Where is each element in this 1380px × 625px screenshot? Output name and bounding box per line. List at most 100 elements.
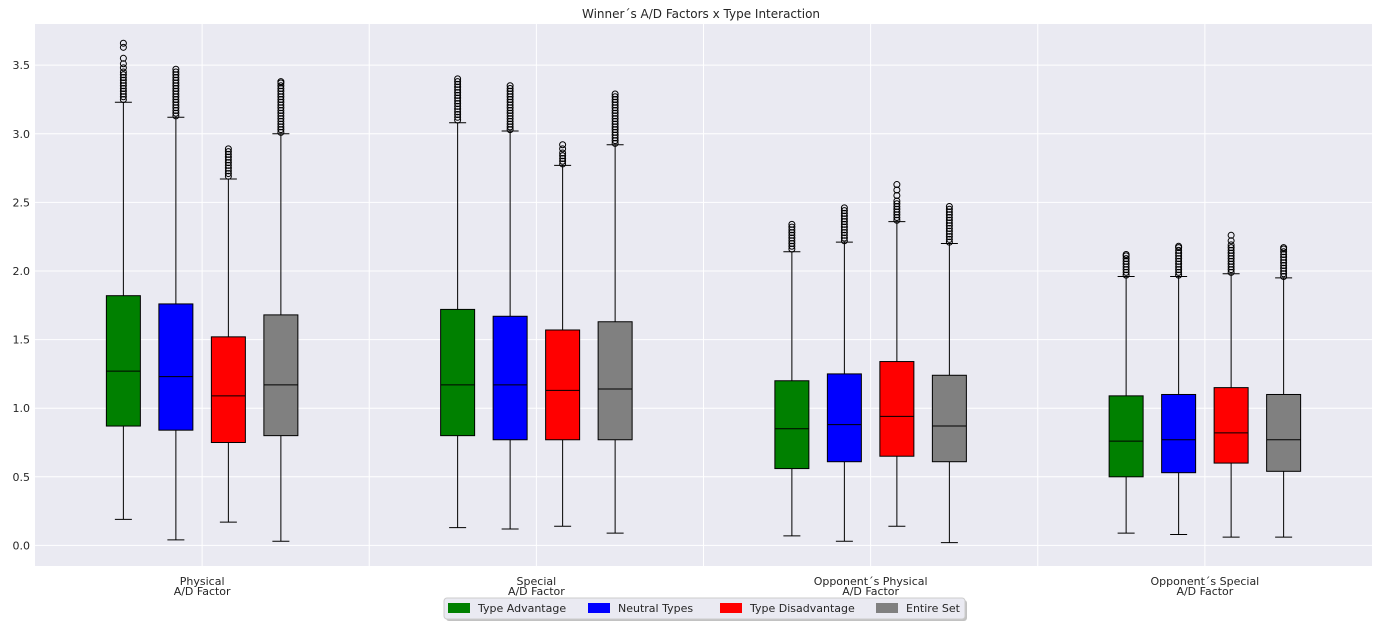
flier-point — [611, 131, 619, 139]
flier-point — [1280, 253, 1288, 261]
flier-point — [945, 224, 953, 232]
flier-point — [893, 213, 901, 221]
box — [879, 361, 915, 457]
flier-point — [119, 90, 127, 98]
box-group — [210, 145, 246, 523]
flier-point — [506, 123, 514, 131]
flier-point — [1227, 255, 1235, 263]
box — [492, 315, 528, 441]
flier-point — [945, 222, 953, 230]
flier-point — [224, 148, 232, 156]
flier-point — [119, 74, 127, 82]
flier-point — [1175, 246, 1183, 254]
box-group — [105, 39, 141, 520]
flier-point — [277, 93, 285, 101]
flier-point — [172, 106, 180, 114]
flier-point — [172, 82, 180, 90]
flier-point — [1227, 231, 1235, 239]
flier-point — [611, 101, 619, 109]
flier-point — [945, 216, 953, 224]
flier-point — [611, 93, 619, 101]
flier-point — [172, 109, 180, 117]
flier-point — [611, 139, 619, 147]
flier-point — [277, 117, 285, 125]
flier-point — [277, 106, 285, 114]
flier-point — [788, 220, 796, 228]
flier-point — [1227, 252, 1235, 260]
box-group — [1213, 231, 1249, 538]
box-group — [1161, 242, 1197, 535]
legend: Type Advantage Neutral Types Type Disadvan… — [443, 597, 967, 621]
flier-point — [788, 226, 796, 234]
x-tick-label-line: A/D Factor — [842, 585, 899, 598]
flier-point — [1280, 251, 1288, 259]
flier-point — [119, 64, 127, 72]
box — [1108, 395, 1144, 478]
flier-point — [172, 93, 180, 101]
flier-point — [788, 229, 796, 237]
flier-point — [506, 98, 514, 106]
flier-point — [559, 157, 567, 165]
flier-point — [119, 95, 127, 103]
flier-point — [1280, 244, 1288, 252]
flier-point — [506, 120, 514, 128]
flier-point — [454, 108, 462, 116]
flier-point — [224, 156, 232, 164]
flier-point — [611, 104, 619, 112]
flier-point — [788, 223, 796, 231]
flier-point — [1175, 263, 1183, 271]
flier-point — [788, 242, 796, 250]
flier-point — [119, 60, 127, 68]
y-tick-label: 1.5 — [13, 334, 31, 347]
flier-point — [788, 234, 796, 242]
flier-point — [945, 211, 953, 219]
flier-point — [1175, 268, 1183, 276]
flier-point — [506, 109, 514, 117]
flier-point — [454, 83, 462, 91]
flier-point — [1175, 242, 1183, 250]
flier-point — [172, 95, 180, 103]
flier-point — [454, 105, 462, 113]
flier-point — [840, 231, 848, 239]
box-group — [158, 65, 194, 541]
legend-swatch — [588, 603, 610, 613]
flier-point — [172, 104, 180, 112]
flier-point — [1280, 256, 1288, 264]
box — [1161, 393, 1197, 474]
flier-point — [119, 71, 127, 79]
box-group — [774, 220, 810, 537]
flier-point — [1280, 272, 1288, 280]
flier-point — [611, 112, 619, 120]
x-tick-label-line: Special — [517, 575, 557, 588]
flier-point — [119, 82, 127, 90]
flier-point — [840, 215, 848, 223]
flier-point — [454, 75, 462, 83]
flier-point — [1175, 271, 1183, 279]
flier-point — [172, 74, 180, 82]
flier-point — [1227, 268, 1235, 276]
box — [931, 374, 967, 463]
y-tick-label: 3.0 — [13, 128, 31, 141]
legend-swatch — [876, 603, 898, 613]
flier-point — [1175, 252, 1183, 260]
flier-point — [224, 159, 232, 167]
flier-point — [224, 145, 232, 153]
flier-point — [840, 234, 848, 242]
flier-point — [1175, 255, 1183, 263]
flier-point — [840, 204, 848, 212]
chart-title: Winner´s A/D Factors x Type Interaction — [582, 7, 820, 21]
flier-point — [119, 68, 127, 76]
flier-point — [1280, 259, 1288, 267]
flier-point — [277, 123, 285, 131]
x-tick-label-line: Opponent´s Physical — [814, 575, 928, 588]
flier-point — [454, 116, 462, 124]
flier-point — [611, 126, 619, 134]
flier-point — [559, 141, 567, 149]
flier-point — [1227, 263, 1235, 271]
y-tick-label: 3.5 — [13, 59, 31, 72]
x-tick-label: Physical A/D Factor — [174, 575, 231, 598]
flier-point — [893, 186, 901, 194]
flier-point — [119, 87, 127, 95]
flier-point — [945, 208, 953, 216]
